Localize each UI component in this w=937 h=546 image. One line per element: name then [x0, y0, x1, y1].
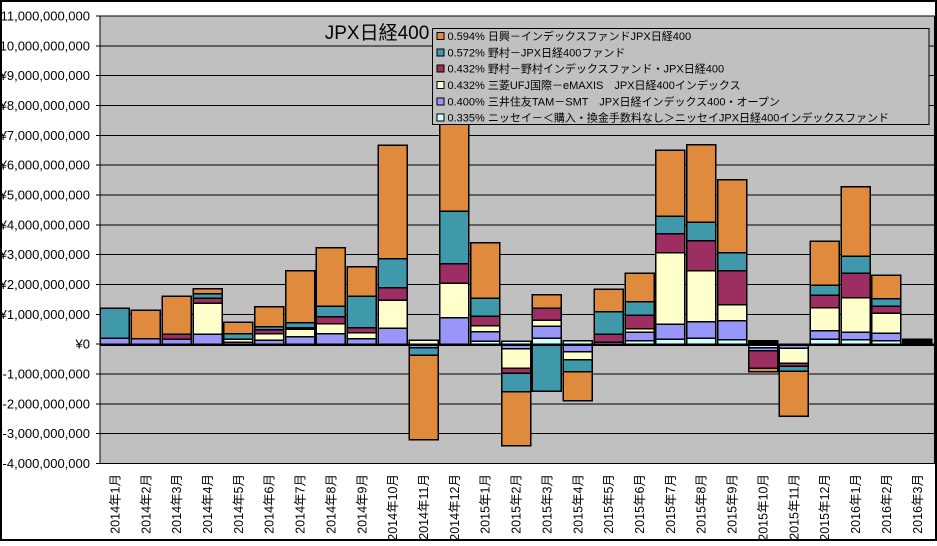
svg-text:¥2,000,000,000: ¥2,000,000,000: [0, 277, 90, 292]
svg-text:2014年8月: 2014年8月: [324, 474, 338, 534]
svg-text:2016年3月: 2016年3月: [911, 474, 925, 534]
svg-text:2014年2月: 2014年2月: [139, 474, 153, 534]
svg-text:2014年11月: 2014年11月: [417, 474, 431, 540]
svg-text:2014年1月: 2014年1月: [108, 474, 122, 534]
svg-text:¥3,000,000,000: ¥3,000,000,000: [0, 247, 90, 262]
svg-text:2014年3月: 2014年3月: [170, 474, 184, 534]
svg-text:0.432% 野村－野村インデックスファンド・JPX日経40: 0.432% 野村－野村インデックスファンド・JPX日経400: [448, 62, 725, 76]
svg-text:¥6,000,000,000: ¥6,000,000,000: [0, 158, 90, 173]
svg-text:2014年7月: 2014年7月: [294, 474, 308, 534]
svg-text:JPX日経400: JPX日経400: [325, 22, 430, 44]
svg-text:2015年9月: 2015年9月: [726, 474, 740, 534]
svg-text:2015年8月: 2015年8月: [695, 474, 709, 534]
svg-text:2015年1月: 2015年1月: [479, 474, 493, 534]
svg-text:2015年12月: 2015年12月: [818, 474, 832, 541]
svg-text:2014年12月: 2014年12月: [448, 474, 462, 541]
svg-text:¥-3,000,000,000: ¥-3,000,000,000: [0, 426, 90, 441]
svg-text:¥-2,000,000,000: ¥-2,000,000,000: [0, 396, 90, 411]
svg-text:¥5,000,000,000: ¥5,000,000,000: [0, 188, 90, 203]
svg-text:¥11,000,000,000: ¥11,000,000,000: [0, 9, 90, 24]
svg-text:¥1,000,000,000: ¥1,000,000,000: [0, 307, 90, 322]
svg-text:2015年10月: 2015年10月: [757, 474, 771, 541]
svg-text:2016年1月: 2016年1月: [849, 474, 863, 534]
svg-text:2015年3月: 2015年3月: [540, 474, 554, 534]
svg-text:2015年11月: 2015年11月: [787, 474, 801, 540]
svg-text:2016年2月: 2016年2月: [880, 474, 894, 534]
svg-text:¥0: ¥0: [75, 337, 90, 352]
svg-text:2014年10月: 2014年10月: [386, 474, 400, 541]
svg-text:2015年6月: 2015年6月: [633, 474, 647, 534]
svg-text:¥10,000,000,000: ¥10,000,000,000: [0, 38, 90, 53]
svg-text:0.594% 日興－インデックスファンドJPX日経400: 0.594% 日興－インデックスファンドJPX日経400: [448, 29, 692, 43]
svg-text:0.400% 三井住友TAM－SMT JPX日経インデックス: 0.400% 三井住友TAM－SMT JPX日経インデックス400・オープン: [448, 94, 780, 108]
svg-text:¥-4,000,000,000: ¥-4,000,000,000: [0, 456, 90, 471]
svg-text:0.432% 三菱UFJ国際－eMAXIS JPX日経400: 0.432% 三菱UFJ国際－eMAXIS JPX日経400インデックス: [448, 78, 741, 92]
svg-text:2015年2月: 2015年2月: [510, 474, 524, 534]
svg-text:0.335% ニッセイ－＜購入・換金手数料なし＞ニッセイJP: 0.335% ニッセイ－＜購入・換金手数料なし＞ニッセイJPX日経400インデッ…: [448, 111, 890, 125]
svg-text:¥-1,000,000,000: ¥-1,000,000,000: [0, 367, 90, 382]
svg-text:2015年4月: 2015年4月: [571, 474, 585, 534]
svg-text:2014年6月: 2014年6月: [263, 474, 277, 534]
svg-text:2015年5月: 2015年5月: [602, 474, 616, 534]
svg-text:2014年5月: 2014年5月: [232, 474, 246, 534]
svg-text:2014年9月: 2014年9月: [355, 474, 369, 534]
svg-text:2014年4月: 2014年4月: [201, 474, 215, 534]
svg-text:¥8,000,000,000: ¥8,000,000,000: [0, 98, 90, 113]
svg-text:¥4,000,000,000: ¥4,000,000,000: [0, 217, 90, 232]
svg-text:2015年7月: 2015年7月: [664, 474, 678, 534]
svg-text:¥9,000,000,000: ¥9,000,000,000: [0, 68, 90, 83]
svg-text:¥7,000,000,000: ¥7,000,000,000: [0, 128, 90, 143]
svg-text:0.572% 野村－JPX日経400ファンド: 0.572% 野村－JPX日経400ファンド: [448, 45, 626, 59]
